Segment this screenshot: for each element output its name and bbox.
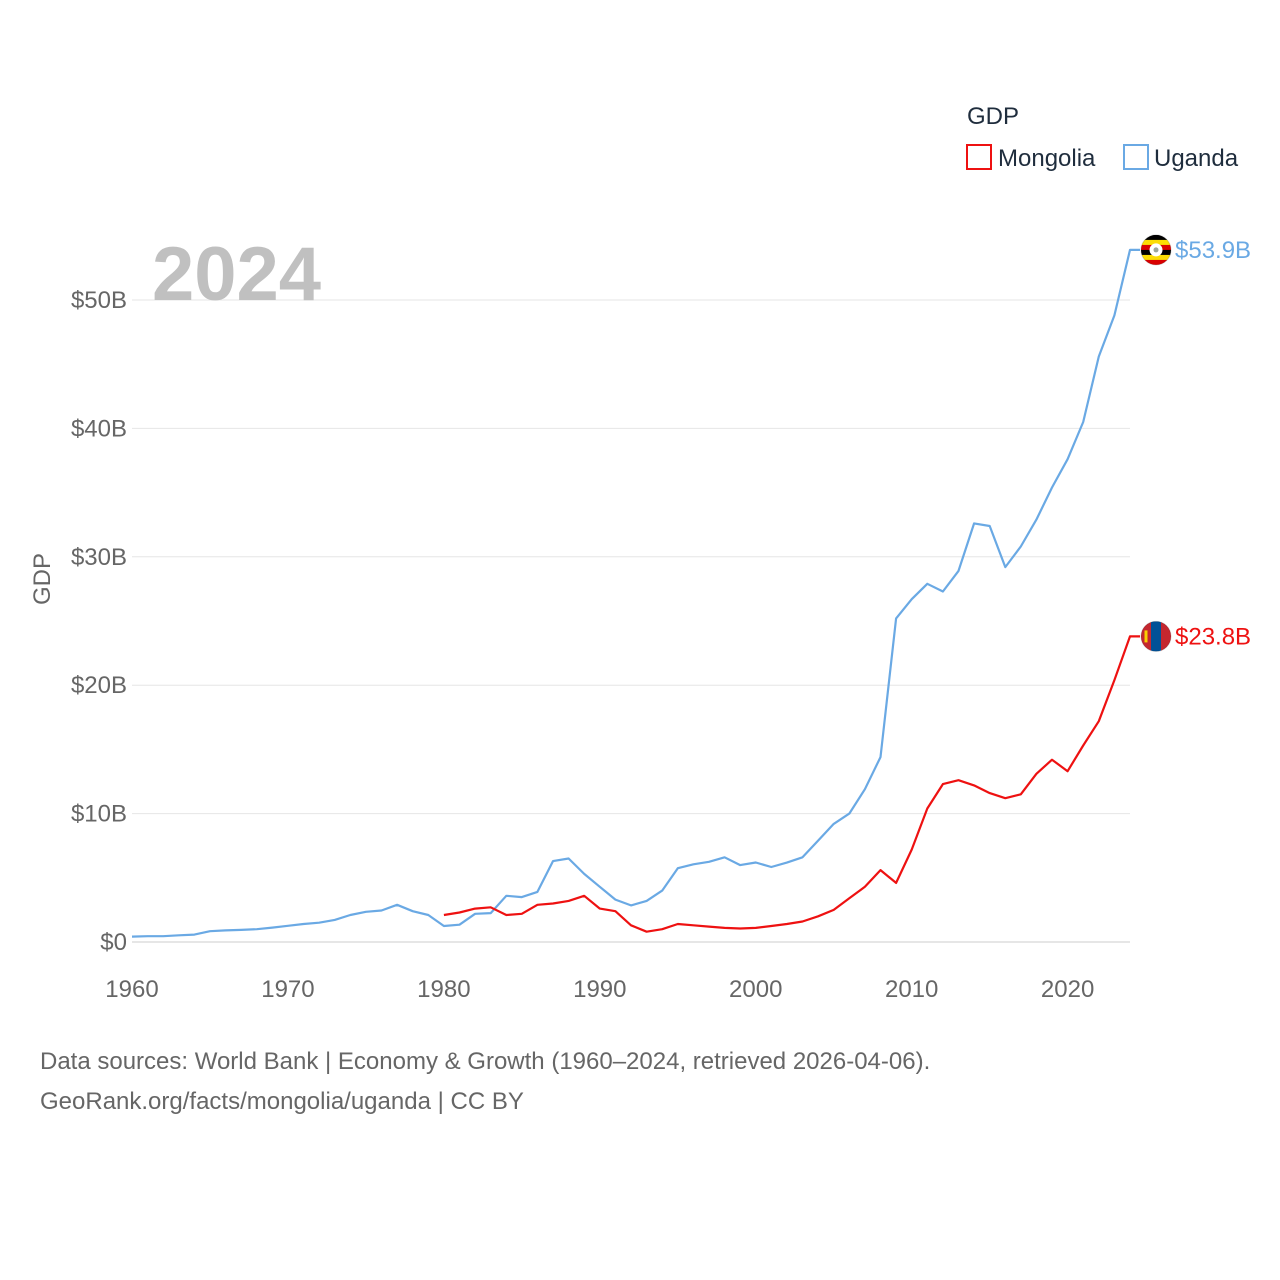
end-value-label-uganda: $53.9B [1175,237,1251,264]
series-line-uganda [131,248,1140,938]
y-tick-label: $50B [71,287,127,314]
legend-title: GDP [967,103,1019,130]
mongolia-flag-icon [1140,620,1172,652]
legend-label-uganda: Uganda [1154,145,1239,172]
series-line-mongolia [443,635,1140,933]
legend-swatch-uganda [1123,144,1149,170]
y-tick-label: $0 [100,929,127,956]
x-tick-label: 1960 [105,976,158,1003]
legend-item-uganda[interactable]: Uganda [1123,144,1239,172]
legend-label-mongolia: Mongolia [998,145,1096,172]
x-tick-label: 2010 [885,976,938,1003]
y-tick-label: $20B [71,672,127,699]
data-source-footer: Data sources: World Bank | Economy & Gro… [40,1042,930,1122]
x-axis-ticks: 1960 1970 1980 1990 2000 2010 2020 [105,976,1094,1003]
x-tick-label: 1970 [261,976,314,1003]
series-end-markers: $23.8B $53.9B [1140,234,1251,652]
x-tick-label: 1980 [417,976,470,1003]
y-axis-ticks: $0 $10B $20B $30B $40B $50B [71,287,127,956]
legend-swatch-mongolia [966,144,992,170]
x-tick-label: 2020 [1041,976,1094,1003]
x-tick-label: 1990 [573,976,626,1003]
year-watermark: 2024 [152,232,321,317]
y-tick-label: $40B [71,415,127,442]
uganda-flag-icon [1140,234,1172,266]
source-line: Data sources: World Bank | Economy & Gro… [40,1048,931,1075]
legend-item-mongolia[interactable]: Mongolia [966,144,1096,172]
x-tick-label: 2000 [729,976,782,1003]
legend: GDP Mongolia Uganda [966,103,1239,172]
y-axis-title: GDP [29,553,56,605]
gdp-line-chart: $0 $10B $20B $30B $40B $50B 1960 1970 1980 1990 2… [29,103,1251,1003]
end-value-label-mongolia: $23.8B [1175,623,1251,650]
series-layer [131,248,1140,938]
y-tick-label: $10B [71,801,127,828]
y-gridlines [132,299,1130,815]
y-tick-label: $30B [71,544,127,571]
attribution-line: GeoRank.org/facts/mongolia/uganda | CC B… [40,1088,524,1115]
